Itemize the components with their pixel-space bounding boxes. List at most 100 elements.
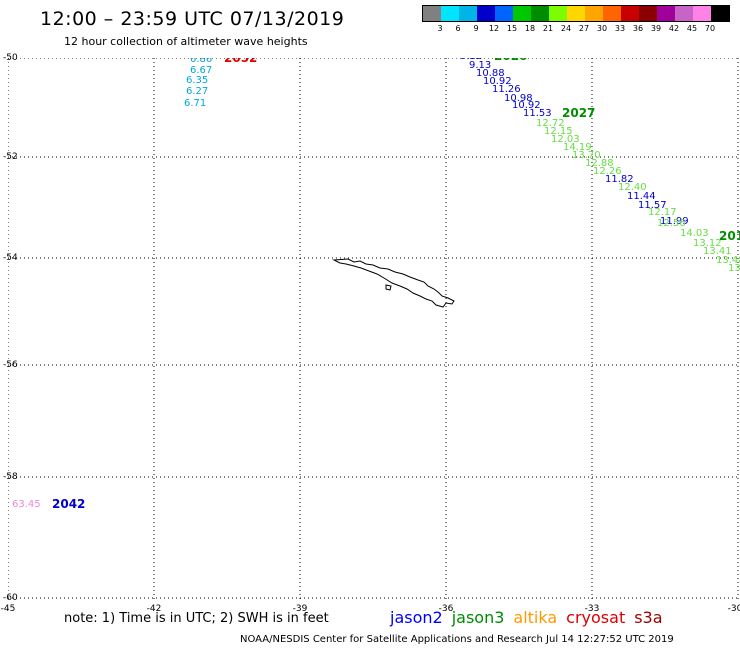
pass-number-label: 2026 — [494, 58, 527, 63]
scale-swatch — [549, 6, 567, 21]
satellite-legend-item: cryosat — [566, 608, 626, 627]
longitude-label: -45 — [0, 604, 16, 614]
wave-height-label: 6.86 — [190, 58, 212, 65]
wave-height-label: 11.99 — [660, 216, 689, 227]
wave-height-label: 14.03 — [680, 228, 709, 239]
wave-height-label: 13.48 — [716, 255, 740, 266]
scale-swatch — [495, 6, 513, 21]
credit-line: NOAA/NESDIS Center for Satellite Applica… — [240, 634, 674, 645]
latitude-label: -56 — [3, 360, 18, 370]
wave-height-label: 6.71 — [184, 98, 206, 109]
wave-height-label: 12.72 — [536, 118, 565, 129]
wave-height-label: 6.35 — [186, 75, 208, 86]
scale-label: 15 — [506, 24, 518, 33]
latitude-label: -52 — [3, 152, 18, 162]
satellite-legend-item: s3a — [634, 608, 663, 627]
scale-swatch — [603, 6, 621, 21]
scale-label: 33 — [614, 24, 626, 33]
scale-label: 3 — [437, 24, 443, 33]
scale-swatch — [711, 6, 729, 21]
scale-swatch — [567, 6, 585, 21]
map-plot: 6.866.676.356.276.719.229.1310.8810.9211… — [8, 58, 740, 600]
wave-height-label: 10.88 — [476, 68, 505, 79]
scale-swatch — [639, 6, 657, 21]
wave-height-label: 10.92 — [483, 76, 512, 87]
longitude-label: -39 — [292, 604, 308, 614]
longitude-label: -36 — [438, 604, 454, 614]
pass-number-label: 201 — [719, 229, 740, 243]
wave-height-label: 13.41 — [703, 246, 732, 257]
wave-height-label: 11.57 — [638, 200, 667, 211]
wave-height-label: 12.26 — [593, 166, 622, 177]
wave-height-label: 9.13 — [469, 60, 491, 71]
wave-height-label: 10.98 — [504, 93, 533, 104]
scale-swatch — [693, 6, 711, 21]
wave-height-label: 13.12 — [693, 238, 722, 249]
scale-swatch — [513, 6, 531, 21]
wave-height-label: 13 — [728, 263, 740, 274]
altimeter-track-labels: 6.866.676.356.276.719.229.1310.8810.9211… — [12, 58, 740, 511]
scale-swatch — [423, 6, 441, 21]
pass-number-label: 2027 — [562, 106, 595, 120]
latitude-label: -60 — [3, 593, 18, 603]
scale-label: 24 — [560, 24, 572, 33]
wave-height-label: 12.88 — [585, 158, 614, 169]
wave-height-label: 12.03 — [551, 134, 580, 145]
map-subtitle: 12 hour collection of altimeter wave hei… — [64, 35, 308, 48]
satellite-legend-item: altika — [513, 608, 558, 627]
wave-height-color-scale: 3 6 9 12 15 18 21 24 27 30 33 36 39 42 45 70 — [422, 5, 730, 33]
wave-height-label: 63.45 — [12, 499, 41, 510]
wave-height-label: 12.17 — [648, 207, 677, 218]
wave-height-label: 12.56 — [657, 218, 686, 229]
scale-swatch — [585, 6, 603, 21]
pass-number-label: 2052 — [224, 58, 257, 65]
graticule — [8, 58, 740, 600]
scale-label: 9 — [473, 24, 479, 33]
wave-height-label: 13.70 — [572, 150, 601, 161]
satellite-legend: jason2 jason3 altika cryosat s3a — [390, 608, 663, 627]
color-scale-labels: 3 6 9 12 15 18 21 24 27 30 33 36 39 42 45 70 — [422, 24, 730, 33]
longitude-label: -42 — [146, 604, 162, 614]
wave-height-label: 10.92 — [512, 100, 541, 111]
scale-swatch — [441, 6, 459, 21]
wave-height-label: 11.82 — [605, 174, 634, 185]
scale-label: 21 — [542, 24, 554, 33]
scale-swatch — [621, 6, 639, 21]
color-scale-swatches — [422, 5, 730, 22]
satellite-legend-item: jason2 — [390, 608, 443, 627]
footer-note: note: 1) Time is in UTC; 2) SWH is in fe… — [64, 611, 329, 626]
map-title: 12:00 – 23:59 UTC 07/13/2019 — [40, 8, 345, 30]
wave-height-label: 6.67 — [190, 65, 212, 76]
scale-label: 45 — [686, 24, 698, 33]
wave-height-label: 12.15 — [544, 126, 573, 137]
scale-label: 36 — [632, 24, 644, 33]
scale-label: 6 — [455, 24, 461, 33]
scale-label: 42 — [668, 24, 680, 33]
latitude-label: -50 — [3, 53, 18, 63]
scale-swatch — [675, 6, 693, 21]
scale-swatch — [657, 6, 675, 21]
scale-swatch — [477, 6, 495, 21]
satellite-legend-item: jason3 — [451, 608, 505, 627]
latitude-label: -54 — [3, 253, 18, 263]
wave-height-label: 12.40 — [618, 182, 647, 193]
longitude-label: -30 — [727, 604, 740, 614]
scale-label: 18 — [524, 24, 536, 33]
pass-number-label: 2042 — [52, 497, 85, 511]
scale-label: 12 — [488, 24, 500, 33]
wave-height-label: 11.26 — [492, 84, 521, 95]
scale-label: 39 — [650, 24, 662, 33]
wave-height-label: 9.22 — [460, 58, 482, 62]
scale-swatch — [459, 6, 477, 21]
wave-height-label: 6.27 — [186, 86, 208, 97]
longitude-label: -33 — [584, 604, 600, 614]
latitude-label: -58 — [3, 472, 18, 482]
wave-height-label: 14.19 — [563, 142, 592, 153]
south-georgia-coastline — [332, 258, 455, 308]
scale-label: 70 — [704, 24, 716, 33]
scale-label: 27 — [578, 24, 590, 33]
wave-height-label: 11.53 — [523, 108, 552, 119]
scale-swatch — [531, 6, 549, 21]
wave-height-label: 11.44 — [627, 191, 656, 202]
scale-label: 30 — [596, 24, 608, 33]
